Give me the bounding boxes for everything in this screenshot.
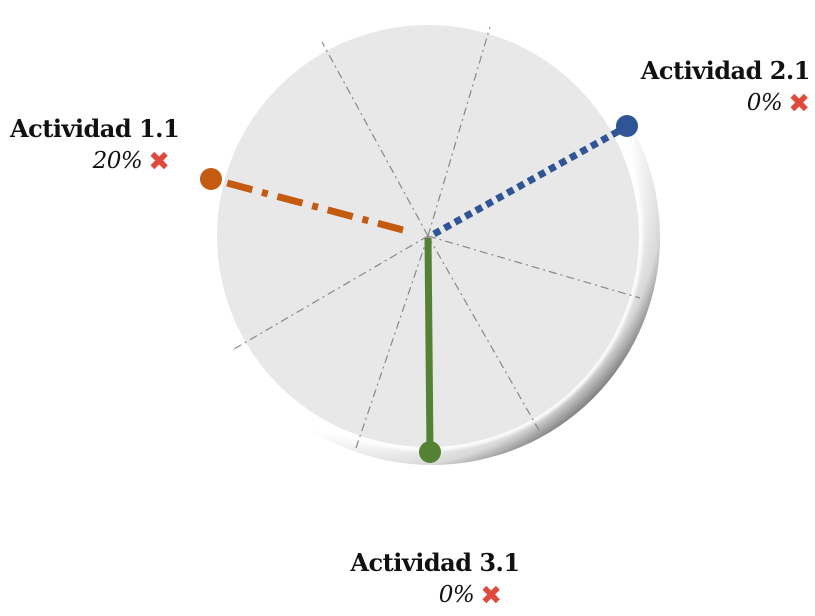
wheel-disc: [204, 9, 660, 465]
wheel-spokes: [233, 26, 641, 449]
activity-label-3: Actividad 3.1 0% ✖: [350, 548, 520, 611]
spoke-line: [321, 41, 429, 237]
pointer-knob-activity-3: [419, 441, 441, 463]
activity-percent: 20%: [92, 148, 143, 174]
activity-name: Actividad 2.1: [640, 56, 811, 85]
cross-icon: ✖: [148, 147, 170, 177]
activity-pointers: [200, 115, 638, 463]
activity-label-2: Actividad 2.1 0% ✖: [640, 56, 811, 119]
activity-percent: 0%: [746, 90, 783, 116]
pointer-line-activity-3: [424, 237, 434, 453]
cross-icon: ✖: [788, 89, 810, 119]
pointer-line-activity-2: [432, 123, 628, 238]
pointer-knob-activity-1: [200, 168, 222, 190]
spoke-line: [427, 235, 641, 299]
activity-label-1: Actividad 1.1 20% ✖: [10, 114, 180, 177]
activity-name: Actividad 1.1: [10, 114, 180, 143]
spoke-line: [427, 26, 491, 237]
spoke-line: [427, 235, 541, 433]
spoke-line: [233, 235, 429, 350]
pointer-knob-activity-2: [616, 115, 638, 137]
activity-percent: 0%: [438, 582, 475, 608]
activity-name: Actividad 3.1: [350, 548, 520, 577]
cross-icon: ✖: [480, 581, 502, 611]
spoke-line: [355, 235, 429, 449]
pointer-line-activity-1: [211, 175, 404, 234]
